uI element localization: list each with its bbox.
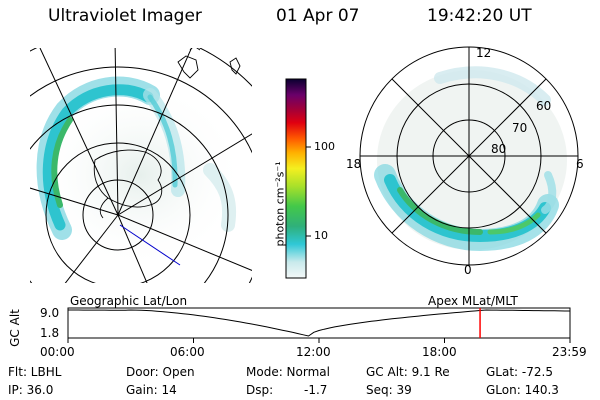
- colorbar-ticks: [306, 146, 311, 237]
- colorbar-panel: [285, 78, 311, 279]
- xtick-1800: 18:00: [422, 345, 457, 359]
- info-seq: Seq: 39: [366, 383, 412, 397]
- mlt-label-6: 6: [576, 157, 584, 171]
- info-glon: GLon: 140.3: [486, 383, 559, 397]
- timeline-ytick-bottom: 1.8: [40, 326, 60, 340]
- timeline-axis-label: GC Alt: [7, 309, 22, 347]
- mlt-label-0: 0: [464, 263, 472, 277]
- mlat-label-60: 60: [536, 99, 552, 113]
- polar-diffuse: [377, 70, 567, 250]
- polar-auroral-oval: [374, 66, 559, 252]
- info-glat: GLat: -72.5: [486, 365, 553, 379]
- info-gc-alt: GC Alt: 9.1 Re: [366, 365, 450, 379]
- mlat-label-70: 70: [512, 121, 528, 135]
- mlt-label-18: 18: [346, 157, 362, 171]
- colorbar-tick-100: 100: [314, 140, 335, 153]
- altitude-timeline: [67, 307, 571, 343]
- mlt-label-12: 12: [476, 46, 492, 60]
- info-dsp-value: -1.7: [304, 383, 328, 397]
- xtick-0600: 06:00: [170, 345, 205, 359]
- mlat-label-80: 80: [491, 142, 507, 156]
- xtick-0000: 00:00: [40, 345, 75, 359]
- info-door: Door: Open: [126, 365, 195, 379]
- info-gain: Gain: 14: [126, 383, 177, 397]
- info-filter: Flt: LBHL: [8, 365, 62, 379]
- diffuse-emission: [35, 80, 245, 270]
- info-ip: IP: 36.0: [8, 383, 54, 397]
- polar-mlt-lines: [360, 47, 578, 265]
- info-dsp-label: Dsp:: [246, 383, 274, 397]
- timeline-left-title: Geographic Lat/Lon: [70, 294, 188, 308]
- geographic-map: [30, 48, 252, 283]
- header-date: 01 Apr 07: [276, 6, 360, 26]
- app-title: Ultraviolet Imager: [48, 6, 202, 26]
- timeline-frame: [67, 307, 571, 339]
- timeline-right-title: Apex MLat/MLT: [428, 294, 518, 308]
- xtick-2359: 23:59: [552, 345, 587, 359]
- xtick-1200: 12:00: [296, 345, 331, 359]
- coastline-blue: [119, 224, 181, 266]
- colorbar: [285, 78, 307, 279]
- info-mode: Mode: Normal: [246, 365, 330, 379]
- altitude-curve: [68, 309, 570, 337]
- header-time: 19:42:20 UT: [427, 6, 532, 26]
- timeline-ytick-top: 9.0: [40, 306, 60, 320]
- latitude-circles: [30, 48, 252, 283]
- timeline-ticks: [67, 338, 571, 343]
- auroral-oval: [36, 76, 236, 240]
- colorbar-label: photon cm⁻²s⁻¹: [273, 161, 287, 247]
- colorbar-tick-10: 10: [314, 229, 328, 242]
- coastlines: [93, 48, 241, 219]
- mlt-polar-plot: [359, 46, 579, 266]
